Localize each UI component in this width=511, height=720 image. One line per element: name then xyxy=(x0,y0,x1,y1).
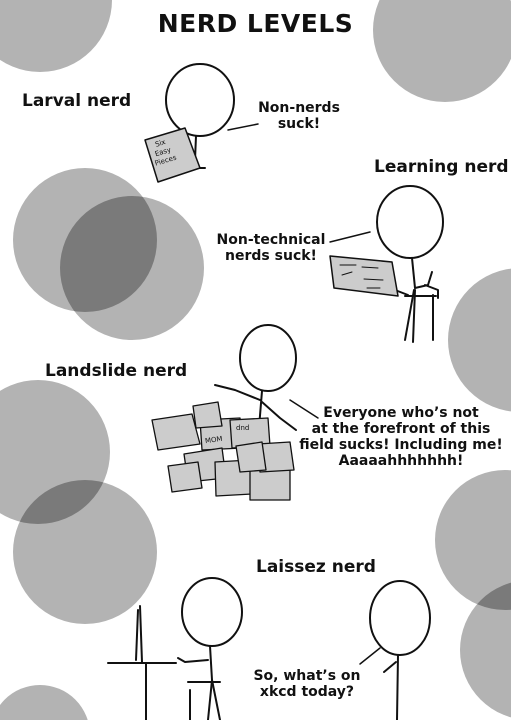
panel-heading-larval: Larval nerd xyxy=(22,91,132,111)
paper-label: dnd xyxy=(236,424,250,432)
paper-stack-icon xyxy=(151,401,295,501)
speech-larval: Non-nerds suck! xyxy=(244,100,354,132)
speech-line xyxy=(359,647,381,665)
paper-sheet-icon xyxy=(329,255,399,297)
speech-line-text: suck! xyxy=(277,116,321,133)
speech-line xyxy=(329,231,371,243)
book-icon xyxy=(144,127,201,183)
speech-line-text: xkcd today? xyxy=(259,684,355,701)
speech-line xyxy=(289,399,319,419)
speech-line-text: Non-technical xyxy=(216,232,326,248)
speech-line-text: Non-nerds xyxy=(258,100,340,116)
speech-line-text: field sucks! Including me! xyxy=(299,437,503,454)
panel-heading-laissez: Laissez nerd xyxy=(256,557,376,577)
panel-heading-landslide: Landslide nerd xyxy=(45,361,188,381)
visitor-figure xyxy=(369,580,431,720)
bg-circle-overlap xyxy=(60,196,157,312)
speech-line-text: nerds suck! xyxy=(225,248,317,265)
panel-heading-learning: Learning nerd xyxy=(374,157,509,177)
speech-landslide: Everyone who’s not at the forefront of t… xyxy=(296,405,506,469)
comic-title: NERD LEVELS xyxy=(157,9,354,38)
bg-circle xyxy=(435,470,511,610)
desk-with-monitor xyxy=(107,605,191,720)
speech-learning: Non-technical nerds suck! xyxy=(212,232,330,264)
bg-circle xyxy=(0,0,112,72)
bg-circle xyxy=(0,685,88,720)
speech-line-text: So, what’s on xyxy=(253,668,361,684)
speech-line xyxy=(227,123,259,131)
speech-line-text: Aaaaahhhhhhh! xyxy=(338,453,464,470)
learning-nerd-figure xyxy=(376,185,444,343)
speech-line-text: at the forefront of this xyxy=(311,421,491,438)
bg-circle xyxy=(460,582,511,718)
speech-line-text: Everyone who’s not xyxy=(323,405,479,421)
bg-circle xyxy=(373,0,511,102)
speech-laissez: So, what’s on xkcd today? xyxy=(242,668,372,700)
laissez-nerd-figure xyxy=(177,577,243,720)
bg-circle xyxy=(448,268,511,412)
bg-circle-overlap xyxy=(13,480,110,524)
